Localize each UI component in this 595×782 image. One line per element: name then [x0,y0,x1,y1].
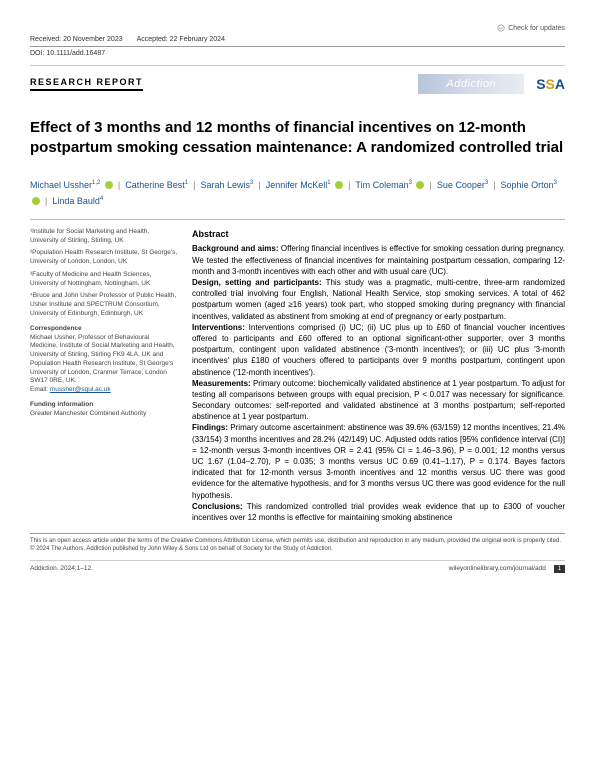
orcid-icon [416,181,424,189]
meta-dates: Received: 20 November 2023 Accepted: 22 … [30,36,565,47]
accepted-date: Accepted: 22 February 2024 [137,36,225,43]
find-text: Primary outcome ascertainment: abstinenc… [192,423,565,499]
sidebar-info: ¹Institute for Social Marketing and Heal… [30,228,178,523]
updates-bar[interactable]: Check for updates [30,24,565,32]
conc-label: Conclusions: [192,502,243,511]
bg-label: Background and aims: [192,244,279,253]
page-number: 1 [554,565,565,573]
find-label: Findings: [192,423,228,432]
affiliation: ⁴Bruce and John Usher Professor of Publi… [30,292,178,318]
meas-label: Measurements: [192,379,251,388]
abstract-head: Abstract [192,228,565,241]
journal-logo: Addiction [418,74,524,94]
journal-url[interactable]: wileyonlinelibrary.com/journal/add [449,565,546,572]
section-label: RESEARCH REPORT [30,77,143,91]
received-date: Received: 20 November 2023 [30,36,123,43]
int-text: Interventions comprised (i) UC; (ii) UC … [192,323,565,377]
footer: This is an open access article under the… [30,533,565,573]
check-updates-label: Check for updates [508,25,565,32]
affiliation: ¹Institute for Social Marketing and Heal… [30,228,178,246]
ssa-logo: SSA [536,76,565,92]
correspondence-text: Michael Ussher, Professor of Behavioural… [30,334,178,387]
check-updates-icon [497,24,505,32]
author[interactable]: Tim Coleman3 [355,180,424,190]
affiliation: ²Population Health Research Institute, S… [30,249,178,267]
author[interactable]: Sarah Lewis3 [200,180,253,190]
conc-text: This randomized controlled trial provide… [192,502,565,522]
affiliation: ³Faculty of Medicine and Health Sciences… [30,271,178,289]
divider [30,219,565,220]
orcid-icon [105,181,113,189]
author[interactable]: Sue Cooper3 [437,180,488,190]
citation: Addiction. 2024;1–12. [30,565,93,573]
funding-text: Greater Manchester Combined Authority [30,410,178,419]
copyright-text: © 2024 The Authors. Addiction published … [30,546,565,554]
funding-head: Funding information [30,401,178,410]
orcid-icon [32,197,40,205]
design-label: Design, setting and participants: [192,278,322,287]
author[interactable]: Linda Bauld4 [52,196,103,206]
email-label: Email: [30,386,50,393]
int-label: Interventions: [192,323,245,332]
orcid-icon [335,181,343,189]
article-title: Effect of 3 months and 12 months of fina… [30,102,565,177]
doi: DOI: 10.1111/add.16487 [30,47,565,66]
author-list: Michael Ussher1,2 |Catherine Best1|Sarah… [30,177,565,219]
author[interactable]: Catherine Best1 [125,180,188,190]
correspondence-head: Correspondence [30,325,178,334]
license-text: This is an open access article under the… [30,538,565,546]
author[interactable]: Jennifer McKell1 [266,180,343,190]
header-row: RESEARCH REPORT Addiction SSA [30,66,565,102]
correspondence-email[interactable]: mussher@sgul.ac.uk [50,386,111,393]
author[interactable]: Michael Ussher1,2 [30,180,113,190]
abstract: Abstract Background and aims: Offering f… [192,228,565,523]
